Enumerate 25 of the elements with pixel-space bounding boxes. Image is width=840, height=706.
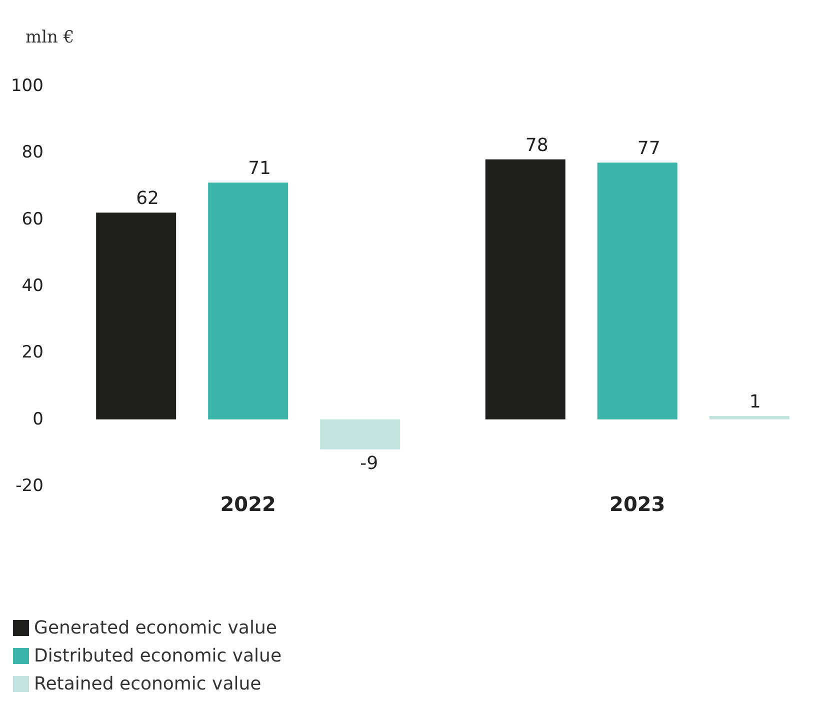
x-tick-label: 2022 (220, 492, 276, 516)
legend-label: Retained economic value (34, 674, 262, 694)
bar (597, 162, 678, 420)
bar (709, 416, 790, 420)
y-tick-label: 60 (22, 209, 44, 230)
y-tick-label: 0 (32, 409, 44, 430)
bar (485, 159, 566, 420)
data-label: -9 (360, 452, 378, 474)
bar (208, 182, 288, 420)
y-tick-label: 80 (22, 142, 44, 163)
data-label: 62 (136, 188, 159, 210)
data-label: 1 (749, 392, 761, 412)
data-label: 77 (637, 138, 660, 160)
y-tick-label: 20 (22, 342, 44, 363)
y-tick-label: 40 (22, 276, 44, 296)
bar (320, 419, 400, 450)
bar (96, 212, 176, 420)
x-tick-label: 2023 (610, 492, 666, 516)
legend-label: Distributed economic value (34, 646, 282, 666)
y-tick-label: -20 (16, 476, 44, 496)
y-axis-title: mln € (25, 28, 74, 48)
legend-label: Generated economic value (34, 618, 277, 638)
data-label: 71 (248, 158, 271, 180)
y-tick-label: 100 (10, 76, 44, 96)
data-label: 78 (525, 134, 548, 156)
